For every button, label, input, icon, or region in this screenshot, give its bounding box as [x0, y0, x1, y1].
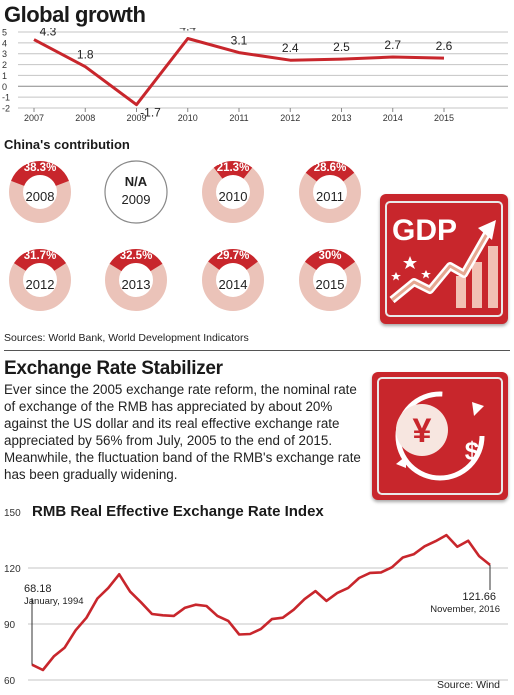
y-tick-label: 90 [4, 620, 16, 631]
y-tick-label: 2 [2, 60, 7, 70]
exchange-title: Exchange Rate Stabilizer [4, 358, 223, 379]
annotation-value: 68.18 [24, 583, 52, 595]
donut-year-label: 2010 [219, 189, 248, 204]
donut-share-slice [213, 161, 253, 179]
reer-chart-title: RMB Real Effective Exchange Rate Index [32, 503, 324, 520]
data-label: 2.6 [436, 39, 453, 53]
y-tick-label: 0 [2, 82, 7, 92]
x-tick-label: 2011 [229, 113, 248, 123]
donut-2010: 21.3% 2010 [202, 161, 264, 223]
donut-share-slice [109, 249, 163, 272]
x-tick-label: 2014 [383, 113, 403, 123]
contribution-donuts: 38.3% 2008 N/A 2009 21.3% 2010 28.6% 2011 31.7% 2… [9, 160, 361, 311]
y-tick-label: 5 [2, 28, 7, 38]
growth-x-ticks: 2007 2008 2009 2010 2011 2012 2013 2014 2015 [24, 108, 454, 123]
x-tick-label: 2010 [178, 113, 198, 123]
y-tick-label: 1 [2, 71, 7, 81]
data-label: -1.7 [140, 106, 161, 120]
annotation-label: January, 1994 [24, 596, 84, 607]
y-tick-label: 3 [2, 49, 7, 59]
data-label: 2.5 [333, 40, 350, 54]
x-tick-label: 2013 [331, 113, 351, 123]
currency-exchange-icon-tile: ¥ $ [372, 372, 508, 500]
donut-2015: 30% 2015 [299, 249, 361, 311]
donut-pct-label: 38.3% [24, 162, 57, 174]
reer-series-line [31, 533, 491, 672]
exchange-body-text: Ever since the 2005 exchange rate reform… [4, 382, 361, 482]
data-label: 4.4 [179, 28, 196, 34]
growth-series-line [33, 37, 445, 107]
dollar-icon: $ [465, 436, 480, 466]
donut-2008: 38.3% 2008 [9, 161, 71, 223]
growth-grid [18, 31, 508, 109]
star-icon [403, 256, 417, 269]
data-label: 3.1 [231, 34, 248, 48]
donut-share-slice [13, 249, 67, 271]
growth-data-labels: 4.3 1.8 -1.7 4.4 3.1 2.4 2.5 2.7 2.6 [40, 28, 453, 120]
data-label: 1.8 [77, 48, 94, 62]
donut-2013: 32.5% 2013 [105, 249, 167, 311]
annotation-label: November, 2016 [430, 604, 500, 615]
y-tick-label: 150 [4, 508, 21, 519]
gdp-icon-tile: GDP [380, 194, 508, 324]
donut-year-label: 2013 [122, 277, 151, 292]
contribution-title: China's contribution [4, 137, 130, 152]
donut-year-label: 2012 [26, 277, 55, 292]
y-tick-label: 60 [4, 676, 16, 687]
y-tick-label: -1 [2, 93, 10, 103]
x-tick-label: 2015 [434, 113, 454, 123]
donut-2012: 31.7% 2012 [9, 249, 71, 311]
donut-year-label: 2009 [122, 192, 151, 207]
donut-share-slice [304, 249, 356, 271]
donut-2014: 29.7% 2014 [202, 249, 264, 311]
contribution-source: Sources: World Bank, World Development I… [4, 332, 249, 344]
data-label: 2.4 [282, 41, 299, 55]
donut-pct-label: 31.7% [24, 250, 57, 262]
x-tick-label: 2012 [280, 113, 300, 123]
x-tick-label: 2007 [24, 113, 44, 123]
gdp-growth-icon: GDP [385, 201, 503, 317]
x-tick-label: 2009 [126, 113, 146, 123]
donut-ring [104, 160, 168, 224]
donut-share-slice [305, 160, 355, 182]
gdp-icon-text: GDP [392, 214, 457, 247]
currency-exchange-icon: ¥ $ [377, 377, 503, 495]
donut-share-slice [11, 161, 69, 186]
donut-year-label: 2008 [26, 189, 55, 204]
donut-year-label: 2015 [316, 277, 345, 292]
y-tick-label: -2 [2, 104, 10, 114]
global-growth-title: Global growth [4, 2, 146, 27]
yuan-icon: ¥ [413, 412, 432, 450]
donut-2011: 28.6% 2011 [299, 160, 361, 223]
y-tick-label: 120 [4, 564, 21, 575]
donut-share-slice [208, 249, 258, 270]
annotation-value: 121.66 [462, 591, 496, 603]
section-divider [4, 350, 510, 351]
star-icon [391, 272, 401, 281]
donut-pct-label: 29.7% [217, 250, 250, 262]
data-label: 2.7 [384, 38, 401, 52]
y-tick-label: 4 [2, 38, 7, 48]
x-tick-label: 2008 [75, 113, 95, 123]
reer-source: Source: Wind [437, 679, 500, 691]
donut-pct-label: 21.3% [217, 162, 250, 174]
donut-year-label: 2011 [316, 189, 344, 204]
donut-pct-label: 28.6% [314, 162, 347, 174]
donut-2009: N/A 2009 [104, 160, 168, 224]
reer-y-ticks: 150 120 90 60 [4, 508, 21, 687]
donut-pct-label: 30% [318, 250, 341, 262]
donut-pct-label: 32.5% [120, 250, 153, 262]
data-label: 4.3 [40, 28, 57, 39]
star-icon [421, 270, 431, 279]
donut-pct-label: N/A [125, 174, 148, 189]
reer-chart: RMB Real Effective Exchange Rate Index 1… [4, 503, 508, 691]
donut-year-label: 2014 [219, 277, 248, 292]
